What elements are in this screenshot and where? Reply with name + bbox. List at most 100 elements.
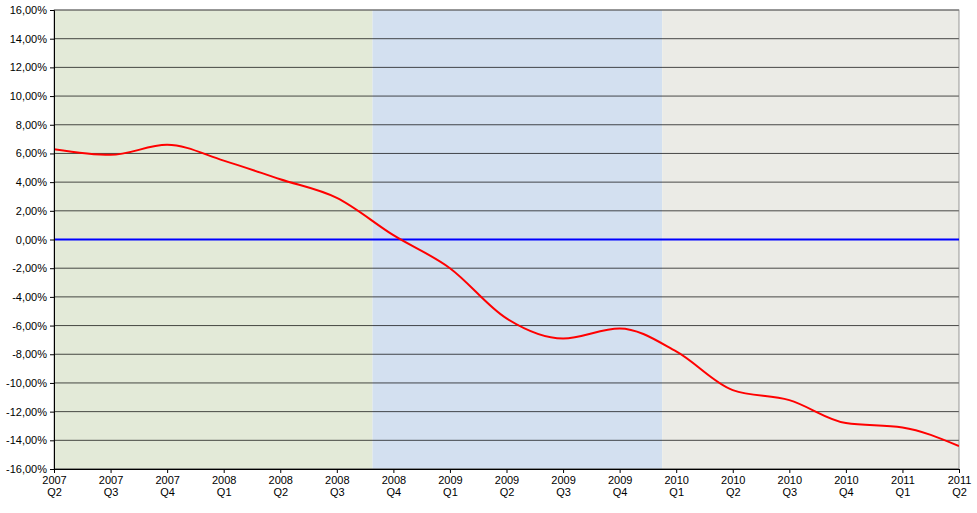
tick-mark — [507, 469, 508, 473]
tick-mark — [620, 469, 621, 473]
tick: 12,00% — [10, 61, 54, 73]
tick: 10,00% — [10, 90, 54, 102]
tick-label-line: Q2 — [726, 486, 741, 498]
tick: -8,00% — [12, 348, 54, 360]
tick-mark — [50, 412, 54, 413]
tick: 2010Q4 — [834, 469, 858, 498]
tick-label: 2009Q2 — [495, 474, 519, 499]
tick-label: 2010Q4 — [834, 474, 858, 499]
tick-label: 2009Q3 — [551, 474, 575, 499]
tick-label: 2008Q4 — [382, 474, 406, 499]
tick-label-line: 2007 — [99, 474, 123, 486]
tick: 2011Q2 — [948, 469, 972, 498]
tick: 2009Q3 — [551, 469, 575, 498]
tick-label-line: 2008 — [325, 474, 349, 486]
tick-mark — [50, 10, 54, 11]
tick-mark — [50, 240, 54, 241]
tick: 2,00% — [16, 205, 54, 217]
tick-label-line: 2008 — [382, 474, 406, 486]
tick-label: -16,00% — [6, 463, 47, 475]
plot-frame — [54, 10, 959, 469]
tick-label-line: 2010 — [778, 474, 802, 486]
tick-label-line: Q4 — [839, 486, 854, 498]
tick-label: -2,00% — [12, 262, 47, 274]
tick: 2007Q3 — [99, 469, 123, 498]
tick: 2009Q4 — [608, 469, 632, 498]
tick: 2010Q3 — [778, 469, 802, 498]
tick-label-line: 2009 — [608, 474, 632, 486]
tick-label: 2008Q1 — [212, 474, 236, 499]
tick-mark — [50, 211, 54, 212]
tick-label-line: 2011 — [891, 474, 915, 486]
tick: 2007Q2 — [42, 469, 66, 498]
tick-label: 2010Q1 — [664, 474, 688, 499]
tick-label: 2009Q1 — [438, 474, 462, 499]
tick: -4,00% — [12, 291, 54, 303]
tick-label: 2011Q1 — [891, 474, 915, 499]
tick-label: 2008Q2 — [269, 474, 293, 499]
tick-mark — [846, 469, 847, 473]
tick-label-line: 2010 — [721, 474, 745, 486]
tick: 0,00% — [16, 234, 54, 246]
tick-label: 16,00% — [10, 4, 48, 16]
tick-label-line: Q3 — [782, 486, 797, 498]
grid-line — [54, 239, 959, 240]
grid-line — [54, 296, 959, 297]
grid-line — [54, 96, 959, 97]
tick: 2008Q3 — [325, 469, 349, 498]
tick-label-line: Q4 — [160, 486, 175, 498]
tick-mark — [450, 469, 451, 473]
tick-mark — [902, 469, 903, 473]
tick-mark — [50, 469, 54, 470]
tick: 2009Q2 — [495, 469, 519, 498]
tick-label-line: Q3 — [330, 486, 345, 498]
grid-line — [54, 182, 959, 183]
tick: -10,00% — [6, 377, 54, 389]
tick-label-line: 2008 — [269, 474, 293, 486]
grid-line — [54, 325, 959, 326]
series-line — [54, 145, 959, 446]
tick-mark — [54, 469, 55, 473]
tick: 2008Q4 — [382, 469, 406, 498]
tick-mark — [50, 268, 54, 269]
tick-label-line: Q2 — [47, 486, 62, 498]
grid-line — [54, 210, 959, 211]
tick: 16,00% — [10, 4, 54, 16]
tick-label-line: Q1 — [669, 486, 684, 498]
tick-label: -4,00% — [12, 291, 47, 303]
tick-label-line: 2011 — [948, 474, 972, 486]
tick-mark — [50, 39, 54, 40]
tick-mark — [50, 125, 54, 126]
tick-label: 14,00% — [10, 33, 48, 45]
tick-mark — [50, 153, 54, 154]
tick-mark — [393, 469, 394, 473]
tick: 2010Q1 — [664, 469, 688, 498]
tick-label: 4,00% — [16, 176, 47, 188]
tick-mark — [959, 469, 960, 473]
tick-mark — [789, 469, 790, 473]
tick-mark — [111, 469, 112, 473]
grid — [54, 10, 959, 469]
series-line — [54, 239, 959, 241]
tick-label-line: 2009 — [438, 474, 462, 486]
tick-label: 2,00% — [16, 205, 47, 217]
axis-line — [50, 11, 55, 470]
tick-label-line: Q3 — [104, 486, 119, 498]
tick-label: 12,00% — [10, 61, 48, 73]
tick-label-line: 2008 — [212, 474, 236, 486]
tick-label: 2010Q3 — [778, 474, 802, 499]
tick-mark — [50, 354, 54, 355]
tick: 2007Q4 — [155, 469, 179, 498]
tick-label: 2007Q2 — [42, 474, 66, 499]
tick: 2011Q1 — [891, 469, 915, 498]
grid-line — [54, 382, 959, 383]
chart: -16,00%-14,00%-12,00%-10,00%-8,00%-6,00%… — [0, 0, 977, 513]
tick-label: 8,00% — [16, 119, 47, 131]
tick-label-line: Q4 — [613, 486, 628, 498]
tick-label: 6,00% — [16, 147, 47, 159]
y-axis: -16,00%-14,00%-12,00%-10,00%-8,00%-6,00%… — [6, 4, 54, 475]
tick-label-line: 2007 — [155, 474, 179, 486]
tick: 4,00% — [16, 176, 54, 188]
tick-label: 2008Q3 — [325, 474, 349, 499]
background — [54, 10, 959, 469]
